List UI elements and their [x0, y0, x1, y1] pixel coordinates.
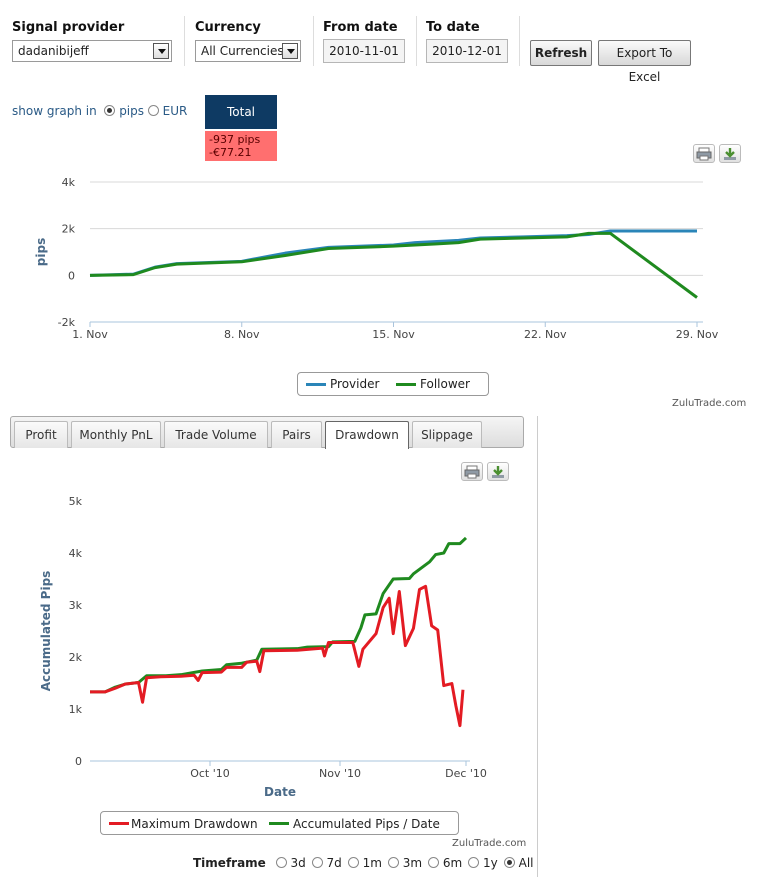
- tab-pairs[interactable]: Pairs: [271, 421, 322, 448]
- timeframe-radio-1m[interactable]: [347, 857, 359, 868]
- credit-bottom[interactable]: ZuluTrade.com: [452, 838, 527, 849]
- tab-drawdown[interactable]: Drawdown: [325, 421, 409, 449]
- y-tick-label: 4k: [69, 547, 83, 560]
- from-date-label: From date: [323, 20, 398, 35]
- currency-select[interactable]: All Currencies: [195, 40, 301, 62]
- chevron-down-icon[interactable]: [153, 43, 169, 59]
- y-tick-label: 4k: [62, 176, 76, 189]
- download-icon[interactable]: [719, 144, 741, 163]
- bottom-chart-y-label: Accumulated Pips: [39, 571, 53, 692]
- legend-swatch-drawdown: [109, 822, 129, 825]
- y-tick-label: -2k: [58, 316, 76, 329]
- timeframe-radio-7d[interactable]: [311, 857, 323, 868]
- divider: [537, 416, 538, 877]
- show-graph-label: show graph in: [12, 104, 97, 118]
- y-tick-label: 5k: [69, 495, 83, 508]
- y-tick-label: 2k: [69, 651, 83, 664]
- legend-accumulated[interactable]: Accumulated Pips / Date: [293, 817, 440, 831]
- x-tick-label: Oct '10: [190, 767, 230, 780]
- chevron-down-icon[interactable]: [282, 43, 298, 59]
- from-date-input[interactable]: 2010-11-01: [323, 39, 405, 63]
- bottom-chart: 0 1k 2k 3k 4k 5k Oct '10 Nov '10 Dec '10 Accumu…: [39, 495, 487, 799]
- pips-radio[interactable]: [104, 105, 116, 116]
- timeframe-radio-6m[interactable]: [428, 857, 440, 868]
- top-chart: -2k 0 2k 4k 1. Nov 8. Nov 15. Nov 22. Nov 29. N…: [34, 176, 719, 341]
- x-tick-label: Nov '10: [319, 767, 361, 780]
- divider: [519, 16, 520, 66]
- export-excel-button[interactable]: Export To Excel: [598, 40, 691, 84]
- timeframe-option-label[interactable]: 1m: [358, 856, 382, 870]
- timeframe-label: Timeframe: [193, 856, 266, 870]
- timeframe-option-label[interactable]: All: [514, 856, 534, 870]
- legend-swatch-accumulated: [269, 822, 289, 825]
- legend-swatch-follower: [396, 383, 416, 386]
- x-tick-label: Dec '10: [445, 767, 487, 780]
- chart-tabs: Profit Monthly PnL Trade Volume Pairs Dr…: [10, 416, 524, 449]
- bottom-chart-legend: Maximum Drawdown Accumulated Pips / Date: [100, 811, 459, 835]
- total-pips: -937 pips: [209, 133, 261, 146]
- top-chart-y-label: pips: [34, 238, 48, 266]
- eur-radio[interactable]: [147, 105, 159, 116]
- divider: [416, 16, 417, 66]
- tab-profit[interactable]: Profit: [14, 421, 68, 448]
- timeframe-radio-3m[interactable]: [387, 857, 399, 868]
- y-tick-label: 1k: [69, 703, 83, 716]
- download-icon[interactable]: [487, 462, 509, 481]
- x-tick-label: 22. Nov: [524, 328, 567, 341]
- credit-top[interactable]: ZuluTrade.com: [672, 398, 747, 409]
- timeframe-option-label[interactable]: 3m: [398, 856, 423, 870]
- timeframe-option-label[interactable]: 3d: [286, 856, 306, 870]
- tab-trade-volume[interactable]: Trade Volume: [164, 421, 268, 448]
- tab-slippage[interactable]: Slippage: [412, 421, 482, 448]
- timeframe-radio-3d[interactable]: [275, 857, 287, 868]
- series-line-maximum-drawdown: [90, 584, 465, 728]
- print-icon[interactable]: [693, 144, 715, 163]
- timeframe-option-label[interactable]: 1y: [479, 856, 498, 870]
- print-icon[interactable]: [461, 462, 483, 481]
- eur-radio-label[interactable]: EUR: [162, 104, 188, 118]
- bottom-chart-x-label: Date: [264, 785, 296, 799]
- to-date-label: To date: [426, 20, 480, 35]
- series-line-accumulated-pips-date: [90, 536, 468, 694]
- provider-select[interactable]: dadanibijeff: [12, 40, 172, 62]
- divider: [313, 16, 314, 66]
- y-tick-label: 0: [75, 755, 82, 768]
- y-tick-label: 0: [68, 269, 75, 282]
- timeframe-radio-all[interactable]: [503, 857, 515, 868]
- timeframe-option-label[interactable]: 6m: [439, 856, 463, 870]
- series-line-provider: [89, 229, 697, 277]
- divider: [184, 16, 185, 66]
- provider-label: Signal provider: [12, 20, 125, 35]
- y-tick-label: 3k: [69, 599, 83, 612]
- currency-label: Currency: [195, 20, 261, 35]
- legend-swatch-provider: [306, 383, 326, 386]
- refresh-button[interactable]: Refresh: [530, 40, 592, 66]
- total-eur: -€77.21: [209, 146, 252, 159]
- provider-select-value: dadanibijeff: [18, 44, 89, 58]
- total-values: -937 pips -€77.21: [205, 131, 277, 161]
- currency-select-value: All Currencies: [201, 44, 284, 58]
- tab-monthly-pnl[interactable]: Monthly PnL: [71, 421, 161, 448]
- x-tick-label: 29. Nov: [676, 328, 719, 341]
- pips-radio-label[interactable]: pips: [119, 104, 145, 118]
- top-chart-legend: Provider Follower: [297, 372, 489, 396]
- x-tick-label: 1. Nov: [72, 328, 108, 341]
- to-date-input[interactable]: 2010-12-01: [426, 39, 508, 63]
- show-graph-options: show graph in pips EUR: [12, 104, 187, 118]
- series-line-follower: [89, 231, 698, 299]
- x-tick-label: 15. Nov: [372, 328, 415, 341]
- timeframe-selector: Timeframe 3d 7d 1m 3m 6m 1y All: [193, 856, 534, 870]
- timeframe-option-label[interactable]: 7d: [322, 856, 342, 870]
- x-tick-label: 8. Nov: [224, 328, 260, 341]
- legend-follower[interactable]: Follower: [420, 377, 470, 391]
- total-header: Total: [205, 95, 277, 129]
- legend-drawdown[interactable]: Maximum Drawdown: [131, 817, 258, 831]
- legend-provider[interactable]: Provider: [330, 377, 380, 391]
- timeframe-radio-1y[interactable]: [468, 857, 480, 868]
- y-tick-label: 2k: [62, 223, 76, 236]
